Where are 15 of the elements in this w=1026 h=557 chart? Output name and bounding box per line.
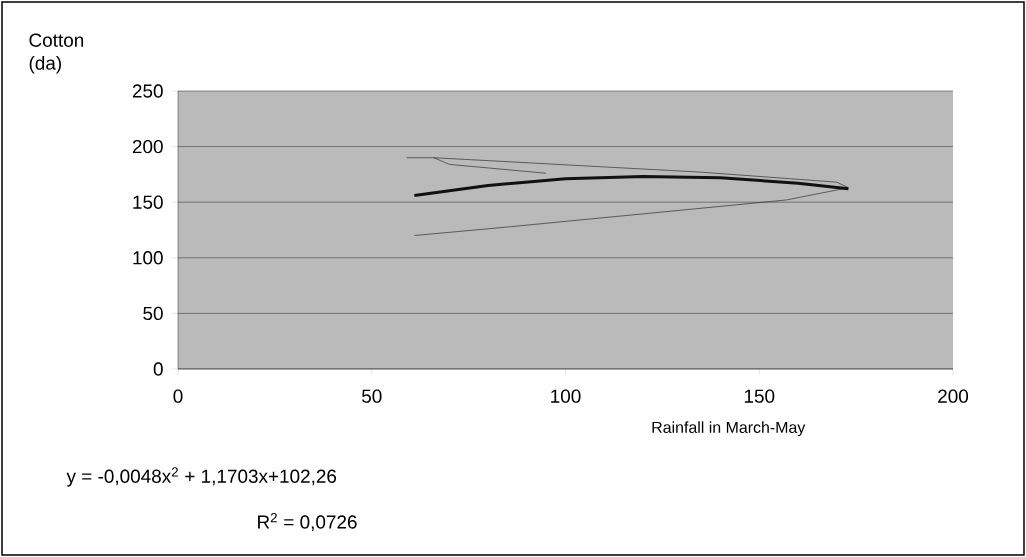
x-tick-label: 200 — [938, 389, 969, 403]
y-tick-label: 200 — [132, 139, 163, 154]
y-tick-label: 250 — [132, 84, 163, 98]
text: y = -0,0048x$^{2}$ + 1,1703x+102,26 — [66, 467, 337, 487]
y-tick-label: 50 — [143, 306, 163, 321]
text: R$^{2}$ = 0,0726 — [258, 513, 357, 531]
x-tick-label: 100 — [551, 389, 581, 403]
x-tick-label: 0 — [173, 389, 183, 403]
x-axis-title: Rainfall in March-May — [652, 421, 806, 437]
y-tick-label: 0 — [153, 362, 163, 376]
x-tick-label: 50 — [361, 389, 382, 403]
y-tick-label: 150 — [133, 195, 163, 209]
x-tick-label: 150 — [744, 389, 775, 403]
y-axis-title: Cotton (da) — [29, 33, 84, 74]
y-tick-label: 100 — [133, 251, 163, 265]
